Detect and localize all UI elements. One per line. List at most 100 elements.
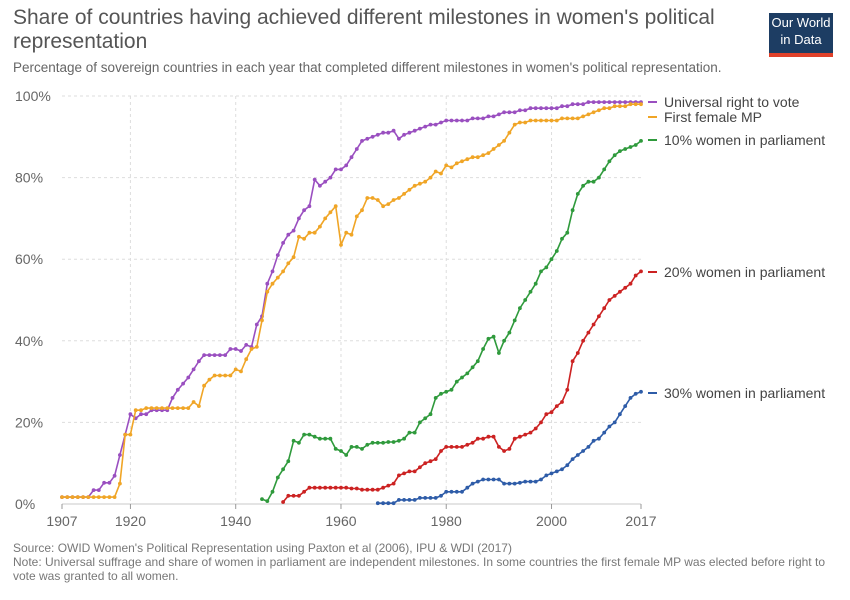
data-point[interactable] <box>402 436 406 441</box>
data-point[interactable] <box>628 281 633 286</box>
data-point[interactable] <box>423 179 428 184</box>
data-point[interactable] <box>581 449 585 453</box>
data-point[interactable] <box>628 396 633 400</box>
data-point[interactable] <box>375 487 380 492</box>
data-point[interactable] <box>191 400 196 404</box>
data-point[interactable] <box>128 432 133 437</box>
data-point[interactable] <box>165 406 170 410</box>
data-point[interactable] <box>475 359 480 364</box>
data-point[interactable] <box>597 436 601 441</box>
data-point[interactable] <box>160 406 164 410</box>
data-point[interactable] <box>375 440 380 445</box>
data-point[interactable] <box>107 480 112 485</box>
data-point[interactable] <box>344 453 349 457</box>
data-point[interactable] <box>381 501 385 506</box>
data-point[interactable] <box>544 265 549 270</box>
data-point[interactable] <box>112 473 117 478</box>
data-point[interactable] <box>354 214 359 219</box>
data-point[interactable] <box>386 440 391 444</box>
data-point[interactable] <box>528 479 533 484</box>
data-point[interactable] <box>475 479 480 484</box>
data-point[interactable] <box>291 493 296 498</box>
data-point[interactable] <box>623 104 628 109</box>
data-point[interactable] <box>218 373 222 378</box>
data-point[interactable] <box>149 406 154 410</box>
data-point[interactable] <box>181 406 186 410</box>
series-line-w20[interactable] <box>282 270 642 503</box>
data-point[interactable] <box>175 406 180 410</box>
data-point[interactable] <box>286 261 291 266</box>
legend-item-w20[interactable]: 20% women in parliament <box>648 264 825 280</box>
data-point[interactable] <box>618 289 622 294</box>
data-point[interactable] <box>154 406 159 410</box>
data-point[interactable] <box>328 485 333 490</box>
data-point[interactable] <box>591 110 596 115</box>
data-point[interactable] <box>497 445 501 449</box>
data-point[interactable] <box>565 387 570 392</box>
data-point[interactable] <box>407 469 412 474</box>
data-point[interactable] <box>475 116 480 121</box>
data-point[interactable] <box>560 116 564 121</box>
data-point[interactable] <box>523 479 528 484</box>
data-point[interactable] <box>239 369 243 374</box>
data-point[interactable] <box>391 481 396 486</box>
data-point[interactable] <box>407 430 412 435</box>
data-point[interactable] <box>297 440 301 445</box>
data-point[interactable] <box>197 404 201 408</box>
data-point[interactable] <box>554 249 559 253</box>
data-point[interactable] <box>465 157 470 162</box>
data-point[interactable] <box>570 359 575 364</box>
data-point[interactable] <box>507 130 512 135</box>
data-point[interactable] <box>323 179 328 184</box>
legend-item-universal[interactable]: Universal right to vote <box>648 94 800 110</box>
data-point[interactable] <box>439 493 443 498</box>
data-point[interactable] <box>639 102 643 107</box>
data-point[interactable] <box>465 442 470 447</box>
data-point[interactable] <box>586 112 591 117</box>
data-point[interactable] <box>528 430 533 435</box>
data-point[interactable] <box>470 440 475 445</box>
data-point[interactable] <box>465 485 470 490</box>
data-point[interactable] <box>297 234 301 239</box>
data-point[interactable] <box>281 500 285 504</box>
data-point[interactable] <box>554 469 559 474</box>
data-point[interactable] <box>365 442 370 447</box>
data-point[interactable] <box>339 167 343 172</box>
data-point[interactable] <box>407 498 412 502</box>
data-point[interactable] <box>275 475 280 480</box>
data-point[interactable] <box>507 481 512 486</box>
data-point[interactable] <box>565 116 570 121</box>
data-point[interactable] <box>407 130 412 135</box>
data-point[interactable] <box>286 459 291 464</box>
data-point[interactable] <box>602 430 607 435</box>
data-point[interactable] <box>375 501 380 506</box>
data-point[interactable] <box>239 349 243 353</box>
data-point[interactable] <box>260 318 264 323</box>
data-point[interactable] <box>254 345 259 349</box>
data-point[interactable] <box>365 136 370 141</box>
data-point[interactable] <box>544 473 549 478</box>
data-point[interactable] <box>491 434 496 439</box>
data-point[interactable] <box>570 457 575 461</box>
data-point[interactable] <box>423 124 428 129</box>
series-line-female_mp[interactable] <box>62 103 641 498</box>
data-point[interactable] <box>581 183 585 188</box>
data-point[interactable] <box>312 434 317 439</box>
data-point[interactable] <box>460 489 464 494</box>
data-point[interactable] <box>418 496 422 500</box>
data-point[interactable] <box>123 432 128 437</box>
data-point[interactable] <box>65 495 70 499</box>
data-point[interactable] <box>218 353 222 357</box>
data-point[interactable] <box>633 273 638 278</box>
data-point[interactable] <box>118 481 122 486</box>
data-point[interactable] <box>302 208 306 213</box>
data-point[interactable] <box>433 457 438 461</box>
data-point[interactable] <box>412 128 417 133</box>
data-point[interactable] <box>102 495 106 499</box>
data-point[interactable] <box>570 102 575 107</box>
data-point[interactable] <box>96 488 101 492</box>
data-point[interactable] <box>333 485 338 490</box>
data-point[interactable] <box>428 496 433 500</box>
data-point[interactable] <box>507 110 512 115</box>
data-point[interactable] <box>591 179 596 184</box>
